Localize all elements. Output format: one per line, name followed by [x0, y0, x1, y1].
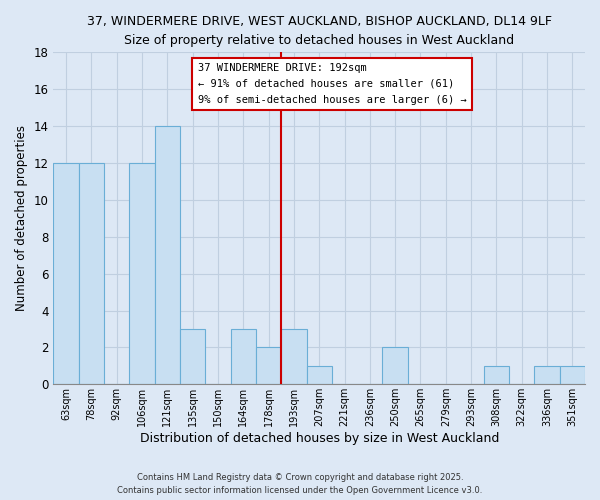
Bar: [256, 348, 281, 385]
Text: Contains HM Land Registry data © Crown copyright and database right 2025.
Contai: Contains HM Land Registry data © Crown c…: [118, 473, 482, 495]
Bar: [155, 126, 180, 384]
Y-axis label: Number of detached properties: Number of detached properties: [15, 126, 28, 312]
Bar: [230, 329, 256, 384]
Bar: [535, 366, 560, 384]
Bar: [53, 163, 79, 384]
Text: 37 WINDERMERE DRIVE: 192sqm
← 91% of detached houses are smaller (61)
9% of semi: 37 WINDERMERE DRIVE: 192sqm ← 91% of det…: [198, 64, 466, 104]
Bar: [180, 329, 205, 384]
Bar: [382, 348, 408, 385]
Bar: [560, 366, 585, 384]
Bar: [307, 366, 332, 384]
Bar: [79, 163, 104, 384]
Bar: [484, 366, 509, 384]
Title: 37, WINDERMERE DRIVE, WEST AUCKLAND, BISHOP AUCKLAND, DL14 9LF
Size of property : 37, WINDERMERE DRIVE, WEST AUCKLAND, BIS…: [87, 15, 552, 47]
X-axis label: Distribution of detached houses by size in West Auckland: Distribution of detached houses by size …: [140, 432, 499, 445]
Bar: [281, 329, 307, 384]
Bar: [130, 163, 155, 384]
